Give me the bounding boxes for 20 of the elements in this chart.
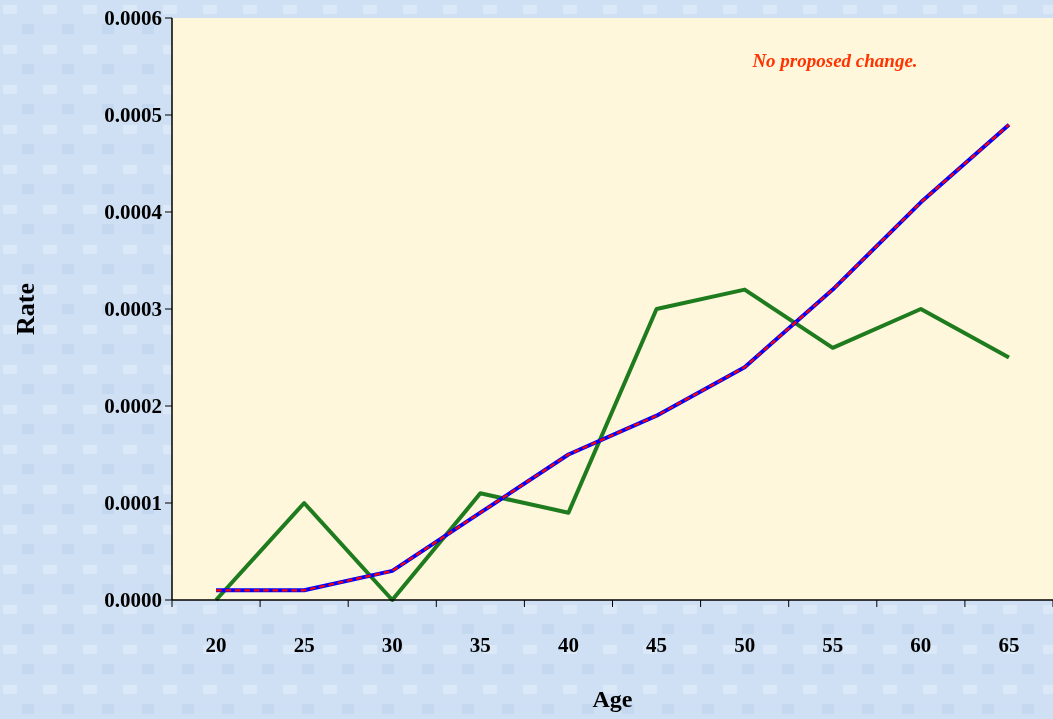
x-tick-label: 60 [910,633,932,657]
x-tick-label: 30 [381,633,403,657]
x-tick-label: 20 [205,633,227,657]
x-axis-title: Age [592,686,633,712]
x-tick-label: 45 [646,633,668,657]
annotation: No proposed change. [751,50,918,71]
y-tick-label: 0.0002 [104,394,162,419]
y-tick-label: 0.0004 [104,200,163,225]
x-tick-label: 25 [293,633,315,657]
y-axis-title: Rate [11,283,40,335]
y-tick-label: 0.0005 [104,103,162,128]
x-tick-label: 50 [734,633,756,657]
x-tick-label: 55 [822,633,844,657]
x-tick-label: 40 [557,633,579,657]
x-tick-label: 35 [469,633,491,657]
x-tick-label: 65 [998,633,1020,657]
y-tick-label: 0.0001 [104,491,162,516]
y-tick-label: 0.0000 [104,588,162,613]
y-tick-label: 0.0006 [104,6,162,31]
y-tick-label: 0.0003 [104,297,162,322]
